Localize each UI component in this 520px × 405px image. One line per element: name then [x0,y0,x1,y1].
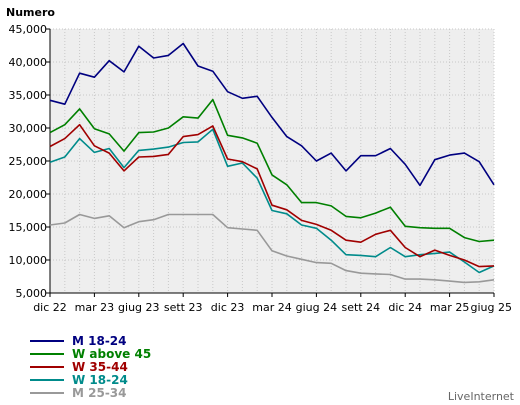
series-line [49,98,495,243]
legend-label: M 25-34 [72,386,127,400]
x-tick-label: dic 24 [388,301,422,314]
x-tick-label: sett 23 [164,301,203,314]
series-line [49,123,495,268]
y-tick-label: 30,000 [9,122,48,135]
x-tick-label: mar 23 [75,301,114,314]
x-tick-label: dic 22 [33,301,67,314]
x-tick-label: mar 25 [430,301,469,314]
x-tick-label: mar 24 [252,301,291,314]
y-tick-label: 20,000 [9,188,48,201]
plot-area: 5,000 10,000 15,000 20,000 25,000 30,000 35,00… [9,23,513,314]
y-tick-label: 35,000 [9,89,48,102]
legend-label: W 35-44 [72,360,128,374]
x-tick-label: giug 24 [296,301,338,314]
legend-label: W above 45 [72,347,151,361]
y-tick-label: 40,000 [9,56,48,69]
series-line [49,128,495,274]
y-axis-title: Numero [6,6,55,19]
legend: M 18-24W above 45W 35-44W 18-24M 25-34 [30,334,151,400]
y-tick-label: 25,000 [9,155,48,168]
series-line [49,213,495,284]
legend-label: M 18-24 [72,334,127,348]
x-tick-label: sett 24 [341,301,380,314]
y-tick-label: 45,000 [9,23,48,36]
legend-label: W 18-24 [72,373,128,387]
y-tick-label: 15,000 [9,221,48,234]
x-tick-label: giug 23 [118,301,160,314]
x-tick-label: dic 23 [211,301,245,314]
y-tick-label: 5,000 [16,287,48,300]
y-tick-label: 10,000 [9,254,48,267]
series-line [49,42,495,187]
x-tick-label: giug 25 [471,301,513,314]
brand-label: LiveInternet [448,390,515,403]
